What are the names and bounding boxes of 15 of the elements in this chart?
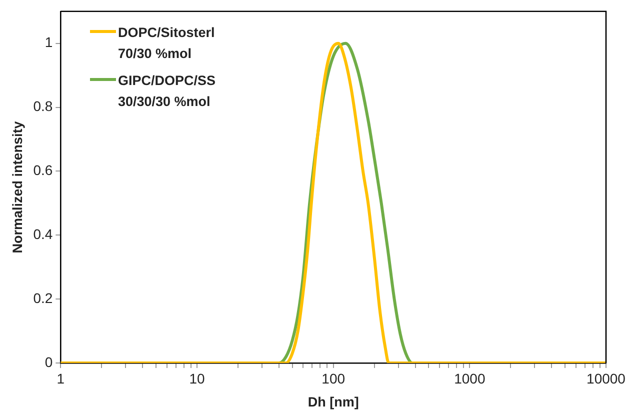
y-tick-label: 0.8 [33, 98, 53, 114]
legend-label: DOPC/Sitosterl 70/30 %mol [118, 24, 216, 63]
y-tick-label: 1 [44, 34, 53, 50]
x-tick-label: 10000 [586, 370, 626, 386]
y-tick-label: 0 [44, 354, 53, 370]
y-axis-title: Normalized intensity [10, 120, 25, 254]
x-tick-label: 1000 [454, 370, 486, 386]
x-tick-label: 1 [56, 370, 65, 386]
legend-label: GIPC/DOPC/SS 30/30/30 %mol [118, 72, 217, 111]
x-tick-label: 10 [189, 370, 205, 386]
y-tick-label: 0.2 [33, 290, 53, 306]
x-tick-label: 100 [322, 370, 346, 386]
x-axis-title: Dh [nm] [308, 394, 359, 410]
y-tick-label: 0.4 [33, 226, 53, 242]
y-tick-label: 0.6 [33, 162, 53, 178]
